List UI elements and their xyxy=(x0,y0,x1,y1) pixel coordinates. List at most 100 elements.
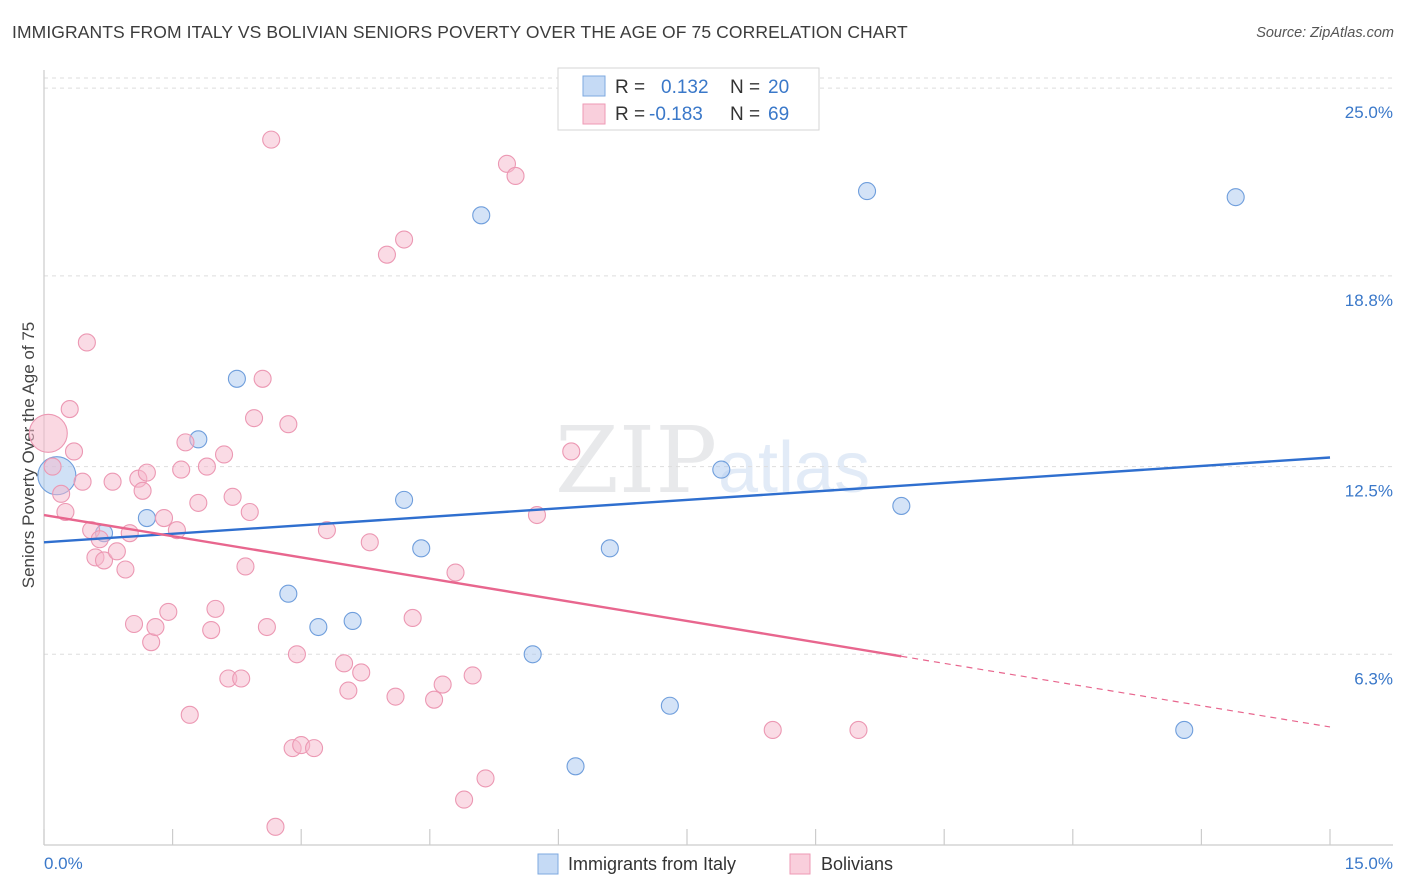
bottom-legend-swatch-bolivians xyxy=(789,853,811,875)
y-axis-label: Seniors Poverty Over the Age of 75 xyxy=(19,322,38,588)
italy-point-9 xyxy=(412,539,431,558)
italy-point-14 xyxy=(660,696,679,715)
bolivians-point-63 xyxy=(506,166,525,186)
bolivians-point-27 xyxy=(189,493,208,512)
bolivians-point-42 xyxy=(279,415,298,434)
bolivians-point-2 xyxy=(56,502,75,522)
trend-lines xyxy=(43,456,1331,728)
legend-n-label-bolivians: N = xyxy=(730,104,760,125)
bolivians-point-48 xyxy=(335,654,354,673)
bolivians-point-12 xyxy=(107,542,126,561)
italy-point-6 xyxy=(309,617,328,637)
bolivians-point-52 xyxy=(377,245,396,264)
y-tick-label-2: 18.8% xyxy=(1345,291,1393,310)
bolivians-point-66 xyxy=(763,720,782,740)
italy-point-16 xyxy=(857,182,877,201)
bolivians-point-25 xyxy=(176,433,195,452)
y-tick-label-3: 25.0% xyxy=(1345,103,1393,122)
bolivians-point-37 xyxy=(244,409,264,428)
bolivians-point-20 xyxy=(146,617,165,637)
italy-point-19 xyxy=(1226,188,1245,207)
bottom-legend-label-italy: Immigrants from Italy xyxy=(568,854,736,874)
bolivians-point-22 xyxy=(159,602,178,621)
bolivians-point-1 xyxy=(52,484,71,503)
bolivians-point-51 xyxy=(360,533,379,552)
italy-point-7 xyxy=(343,611,362,631)
italy-point-13 xyxy=(600,539,619,558)
bolivians-point-4 xyxy=(64,442,84,461)
bottom-legend-label-bolivians: Bolivians xyxy=(821,854,893,874)
bolivians-point-36 xyxy=(240,502,259,522)
bolivians-point-30 xyxy=(206,599,225,618)
italy-point-12 xyxy=(566,757,585,776)
bolivians-point-18 xyxy=(137,463,156,482)
bolivians-point-29 xyxy=(202,621,221,640)
bolivians-point-3 xyxy=(60,400,79,419)
y-tick-label-0: 6.3% xyxy=(1354,669,1393,688)
bolivians-point-56 xyxy=(425,690,444,709)
bolivians-point-6 xyxy=(77,333,96,352)
bolivians-point-50 xyxy=(352,663,371,682)
italy-point-15 xyxy=(712,460,731,479)
bolivians-point-13 xyxy=(116,560,135,579)
bolivians-point-0 xyxy=(28,413,68,453)
bolivians-point-65 xyxy=(562,442,581,461)
chart-title: IMMIGRANTS FROM ITALY VS BOLIVIAN SENIOR… xyxy=(12,22,908,42)
bolivians-point-39 xyxy=(257,617,276,637)
italy-point-10 xyxy=(472,206,491,225)
italy-point-18 xyxy=(1175,720,1194,740)
series-bolivians xyxy=(28,130,868,836)
italy-point-2 xyxy=(137,508,156,528)
bolivians-point-15 xyxy=(124,614,144,634)
italy-trend-line xyxy=(43,456,1331,544)
bolivians-point-67 xyxy=(849,720,868,740)
watermark: ZIP atlas xyxy=(555,407,870,514)
legend-r-label-bolivians: R = xyxy=(615,104,645,125)
bolivians-point-59 xyxy=(455,790,474,809)
legend-n-label-italy: N = xyxy=(730,77,760,98)
bolivians-point-44 xyxy=(287,645,306,664)
bolivians-point-28 xyxy=(197,457,216,476)
bolivians-point-31 xyxy=(214,445,234,464)
y-tick-labels: 6.3% 12.5% 18.8% 25.0% xyxy=(1345,103,1393,688)
bolivians-point-41 xyxy=(266,817,285,836)
bolivians-point-5 xyxy=(73,472,92,491)
italy-point-5 xyxy=(279,584,298,603)
bolivians-point-17 xyxy=(133,481,152,500)
bolivians-point-68 xyxy=(43,457,62,476)
x-tick-label-max: 15.0% xyxy=(1345,854,1393,873)
watermark-atlas: atlas xyxy=(718,428,870,508)
bolivians-point-10 xyxy=(94,551,114,570)
italy-point-11 xyxy=(523,645,542,664)
italy-point-17 xyxy=(892,496,911,515)
bolivians-point-33 xyxy=(223,487,242,506)
bolivians-point-46 xyxy=(305,739,324,758)
bolivians-point-34 xyxy=(232,669,251,688)
bolivians-point-26 xyxy=(180,705,199,724)
bolivians-point-54 xyxy=(395,230,414,249)
bolivians-point-21 xyxy=(154,508,174,528)
bolivians-point-24 xyxy=(172,460,191,479)
bolivians-point-60 xyxy=(463,666,482,685)
series-legend: Immigrants from Italy Bolivians xyxy=(537,853,893,875)
legend-n-value-bolivians: 69 xyxy=(768,104,789,125)
legend-r-value-italy: 0.132 xyxy=(661,77,709,98)
bolivians-point-53 xyxy=(386,687,405,706)
bolivians-point-61 xyxy=(476,769,495,788)
bolivians-point-58 xyxy=(446,563,465,582)
bolivians-point-55 xyxy=(403,608,422,627)
italy-point-4 xyxy=(227,369,246,388)
bolivians-point-49 xyxy=(339,681,358,700)
bolivians-point-57 xyxy=(433,675,452,694)
legend-r-value-bolivians: -0.183 xyxy=(649,104,703,125)
bolivians-trend-extension xyxy=(901,655,1331,728)
watermark-zip: ZIP xyxy=(555,407,717,514)
y-tick-label-1: 12.5% xyxy=(1345,482,1393,501)
bolivians-point-19 xyxy=(142,633,161,652)
correlation-legend: R = 0.132 N = 20 R = -0.183 N = 69 xyxy=(557,67,820,131)
bolivians-trend-line xyxy=(43,513,902,658)
italy-point-8 xyxy=(395,490,414,509)
legend-swatch-bolivians xyxy=(582,103,606,125)
legend-r-label-italy: R = xyxy=(615,77,645,98)
